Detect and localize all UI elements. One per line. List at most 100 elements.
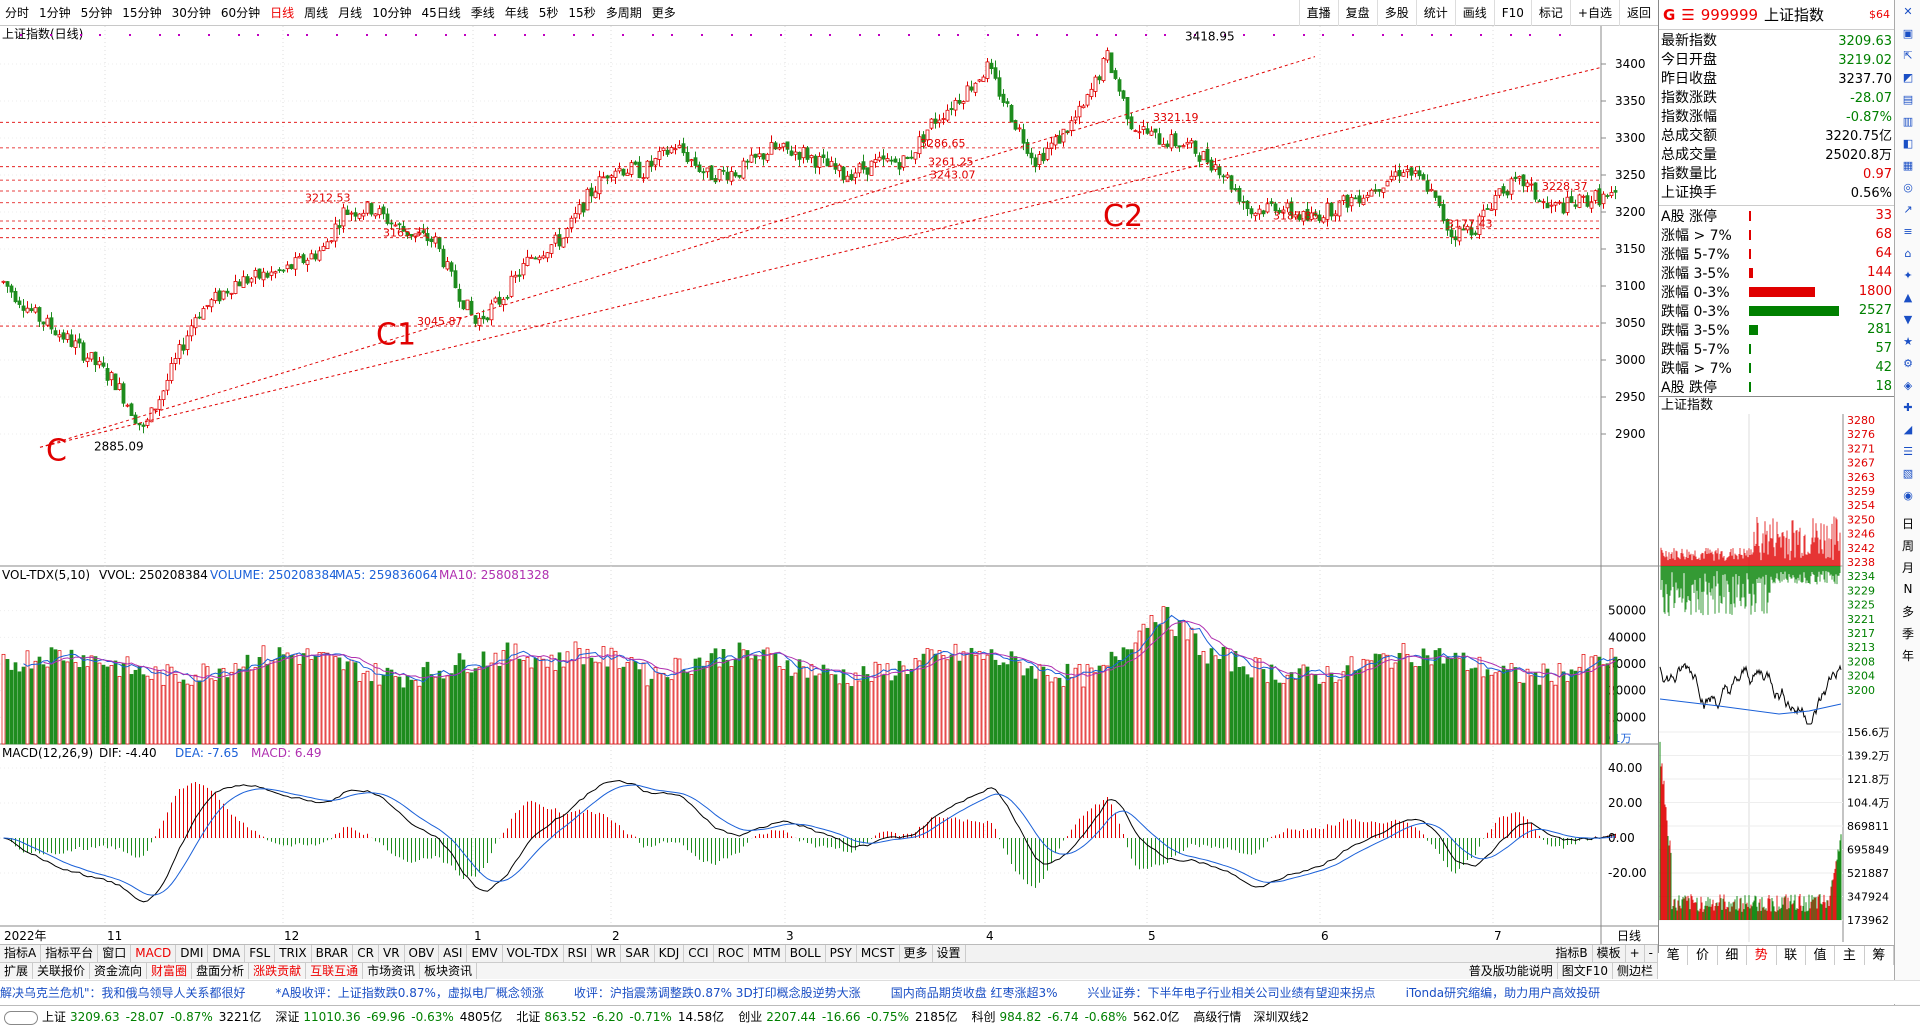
timeframe-tab[interactable]: 10分钟 [372, 5, 412, 20]
indicator-right-button[interactable]: 指标B [1551, 945, 1593, 962]
toggle-switch[interactable] [4, 1010, 38, 1025]
quote-bottom-tab[interactable]: 筹 [1865, 946, 1894, 965]
side-tool-icon[interactable]: ▼ [1903, 312, 1913, 326]
breadth-row[interactable]: A股 跌停 18 [1659, 377, 1894, 396]
indicator-tab[interactable]: OBV [405, 945, 440, 962]
side-period-button[interactable]: 多 [1901, 604, 1914, 619]
indicator-tab[interactable]: TRIX [275, 945, 312, 962]
tool-button[interactable]: F10 [1493, 0, 1531, 26]
indicator-right-button[interactable]: - [1645, 945, 1658, 962]
timeframe-tab[interactable]: 15秒 [568, 5, 596, 20]
indicator-tab[interactable]: VOL-TDX [503, 945, 564, 962]
indicator-tab[interactable]: WR [592, 945, 622, 962]
timeframe-tab[interactable]: 1分钟 [39, 5, 71, 20]
timeframe-tab[interactable]: 周线 [304, 5, 329, 20]
side-tool-icon[interactable]: ↗ [1903, 202, 1913, 216]
side-tool-icon[interactable]: ≡ [1903, 224, 1913, 238]
breadth-row[interactable]: 涨幅 3-5% 144 [1659, 263, 1894, 282]
indicator-tab[interactable]: 设置 [933, 945, 966, 962]
index-status-item[interactable]: 深证 11010.36 -69.96 -0.63% 4805亿 [275, 1010, 502, 1024]
quote-bottom-tab[interactable]: 主 [1835, 946, 1865, 965]
indicator-tab[interactable]: MTM [749, 945, 786, 962]
breadth-row[interactable]: 跌幅 5-7% 57 [1659, 339, 1894, 358]
tool-button[interactable]: 返回 [1618, 0, 1658, 26]
timeframe-tab[interactable]: 5秒 [538, 5, 559, 20]
indicator-tab[interactable]: DMA [208, 945, 246, 962]
side-tool-icon[interactable]: ◢ [1903, 422, 1913, 436]
indicator-tab[interactable]: RSI [564, 945, 593, 962]
side-tool-icon[interactable]: ✦ [1903, 268, 1913, 282]
indicator-tab[interactable]: EMV [467, 945, 503, 962]
function-tab[interactable]: 关联报价 [33, 963, 91, 979]
breadth-row[interactable]: 跌幅 3-5% 281 [1659, 320, 1894, 339]
index-status-item[interactable]: 北证 863.52 -6.20 -0.71% 14.58亿 [516, 1010, 724, 1024]
indicator-right-button[interactable]: + [1626, 945, 1645, 962]
indicator-tab[interactable]: FSL [245, 945, 276, 962]
indicator-tab[interactable]: 更多 [900, 945, 933, 962]
quote-bottom-tab[interactable]: 笔 [1659, 946, 1689, 965]
indicator-right-button[interactable]: 模板 [1593, 945, 1626, 962]
tool-button[interactable]: 多股 [1376, 0, 1416, 26]
side-tool-icon[interactable]: ◎ [1903, 180, 1913, 194]
function-tab[interactable]: 涨跌贡献 [249, 963, 307, 979]
breadth-row[interactable]: A股 涨停 33 [1659, 206, 1894, 225]
quote-bottom-tab[interactable]: 细 [1718, 946, 1748, 965]
breadth-row[interactable]: 涨幅 0-3% 1800 [1659, 282, 1894, 301]
news-item[interactable]: 兴业证券：下半年电子行业相关公司业绩有望迎来拐点 [1087, 986, 1376, 1000]
function-right-button[interactable]: 侧边栏 [1613, 963, 1658, 979]
indicator-tab[interactable]: KDJ [655, 945, 685, 962]
news-item[interactable]: 收评：沪指震荡调整跌0.87% 3D打印概念股逆势大涨 [573, 986, 861, 1000]
timeframe-tab[interactable]: 60分钟 [220, 5, 261, 20]
side-tool-icon[interactable]: ◈ [1903, 378, 1913, 392]
news-item[interactable]: iTonda研究缩编，助力用户高效投研 [1405, 986, 1601, 1000]
side-tool-icon[interactable]: ⚙ [1903, 356, 1913, 370]
indicator-tab[interactable]: 指标A [0, 945, 42, 962]
side-tool-icon[interactable]: ⌂ [1904, 246, 1912, 260]
indicator-tab[interactable]: SAR [621, 945, 655, 962]
index-status-item[interactable]: 科创 984.82 -6.74 -0.68% 562.0亿 [972, 1010, 1180, 1024]
indicator-tab[interactable]: ROC [714, 945, 749, 962]
indicator-tab[interactable]: MACD [131, 945, 177, 962]
indicator-tab[interactable]: VR [379, 945, 405, 962]
side-period-button[interactable]: 季 [1901, 626, 1914, 641]
side-tool-icon[interactable]: ◧ [1902, 136, 1914, 150]
status-tail[interactable]: 高级行情 [1193, 1010, 1242, 1024]
timeframe-tab[interactable]: 季线 [470, 5, 495, 20]
side-tool-icon[interactable]: ▤ [1902, 92, 1914, 106]
side-tool-icon[interactable]: ▥ [1902, 114, 1914, 128]
side-period-button[interactable]: N [1903, 582, 1913, 596]
function-right-button[interactable]: 图文F10 [1558, 963, 1613, 979]
timeframe-tab[interactable]: 45日线 [421, 5, 461, 20]
breadth-row[interactable]: 涨幅 5-7% 64 [1659, 244, 1894, 263]
breadth-row[interactable]: 跌幅 0-3% 2527 [1659, 301, 1894, 320]
side-period-button[interactable]: 年 [1901, 648, 1914, 663]
timeframe-tab[interactable]: 多周期 [605, 5, 642, 20]
indicator-tab[interactable]: PSY [826, 945, 857, 962]
function-tab[interactable]: 互联互通 [306, 963, 364, 979]
status-tail[interactable]: 深圳双线2 [1253, 1010, 1310, 1024]
tool-button[interactable]: 复盘 [1337, 0, 1377, 26]
breadth-row[interactable]: 涨幅 > 7% 68 [1659, 225, 1894, 244]
indicator-tab[interactable]: ASI [439, 945, 468, 962]
quote-bottom-tab[interactable]: 值 [1806, 946, 1836, 965]
tool-button[interactable]: 统计 [1415, 0, 1455, 26]
index-status-item[interactable]: 创业 2207.44 -16.66 -0.75% 2185亿 [738, 1010, 957, 1024]
function-right-button[interactable]: 普及版功能说明 [1465, 963, 1558, 979]
function-tab[interactable]: 板块资讯 [420, 963, 478, 979]
breadth-row[interactable]: 跌幅 > 7% 42 [1659, 358, 1894, 377]
indicator-tab[interactable]: 指标平台 [41, 945, 99, 962]
side-tool-icon[interactable]: ▲ [1903, 290, 1913, 304]
side-period-button[interactable]: 日 [1901, 516, 1914, 531]
side-tool-icon[interactable]: ▧ [1902, 466, 1914, 480]
quote-bottom-tab[interactable]: 价 [1688, 946, 1718, 965]
function-tab[interactable]: 市场资讯 [363, 963, 421, 979]
news-item[interactable]: 解决乌克兰危机"：我和俄乌领导人关系都很好 [0, 986, 246, 1000]
menu-icon[interactable]: ☰ [1681, 5, 1695, 24]
function-tab[interactable]: 财富圈 [147, 963, 193, 979]
side-tool-icon[interactable]: ★ [1903, 334, 1913, 348]
indicator-tab[interactable]: MCST [857, 945, 900, 962]
news-item[interactable]: *A股收评：上证指数跌0.87%，虚拟电厂概念领涨 [275, 986, 544, 1000]
tool-button[interactable]: +自选 [1569, 0, 1619, 26]
tool-button[interactable]: 标记 [1530, 0, 1570, 26]
